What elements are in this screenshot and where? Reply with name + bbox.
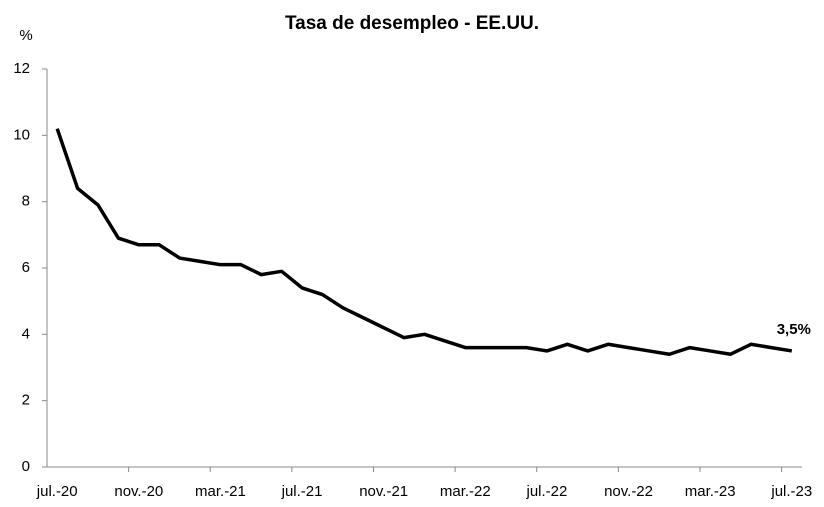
x-tick-label: mar.-22	[440, 483, 491, 500]
y-tick-label: 0	[22, 458, 30, 475]
x-tick-label: jul.-22	[526, 483, 568, 500]
chart-title: Tasa de desempleo - EE.UU.	[285, 13, 539, 34]
x-tick-label: mar.-23	[685, 483, 736, 500]
y-tick-label: 8	[22, 193, 30, 210]
y-axis-label: %	[19, 27, 32, 44]
line-series	[55, 128, 793, 356]
y-tick-label: 12	[13, 60, 30, 77]
x-tick-label: mar.-21	[195, 483, 246, 500]
x-tick-label: nov.-21	[359, 483, 408, 500]
x-tick-label: nov.-22	[604, 483, 653, 500]
x-tick-label: jul.-23	[770, 483, 812, 500]
value-label: 3,5%	[777, 321, 811, 338]
x-tick-label: jul.-21	[281, 483, 323, 500]
x-tick-label: jul.-20	[36, 483, 78, 500]
x-tick-label: nov.-20	[114, 483, 163, 500]
y-tick-label: 2	[22, 392, 30, 409]
y-tick-label: 10	[13, 126, 30, 143]
y-tick-label: 4	[22, 325, 30, 342]
y-tick-label: 6	[22, 259, 30, 276]
